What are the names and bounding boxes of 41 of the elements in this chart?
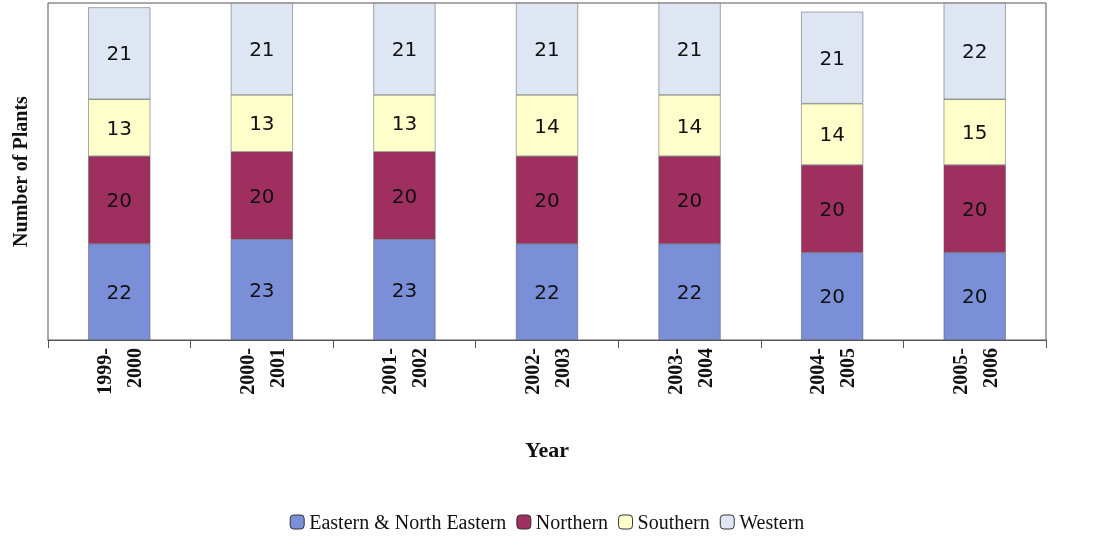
data-label: 20 [819, 284, 845, 309]
data-label: 21 [534, 36, 560, 61]
data-label: 22 [106, 279, 133, 304]
legend-label: Southern [637, 511, 710, 533]
x-tick-label: 2005-2006 [948, 348, 1001, 395]
x-tick-label: 2003-2004 [663, 348, 716, 395]
x-axis-title: Year [525, 436, 570, 462]
data-label: 13 [249, 111, 275, 136]
x-tick-label: 2000-2001 [235, 348, 288, 395]
data-label: 13 [391, 111, 418, 136]
data-label: 14 [534, 113, 560, 138]
legend-label: Northern [535, 511, 609, 533]
data-label: 20 [961, 284, 988, 309]
data-label: 20 [534, 187, 560, 212]
data-label: 20 [391, 183, 418, 208]
legend-label: Eastern & North Eastern [309, 511, 507, 533]
data-label: 23 [391, 277, 418, 302]
data-label: 21 [391, 36, 418, 61]
data-label: 22 [961, 39, 988, 64]
data-label: 21 [676, 36, 703, 61]
data-label: 21 [819, 45, 845, 70]
data-label: 22 [534, 279, 560, 304]
data-label: 13 [106, 115, 133, 140]
data-label: 20 [819, 196, 845, 221]
data-label: 15 [961, 120, 988, 145]
x-tick-label: 2001-2002 [378, 348, 431, 395]
x-tick-label: 2004-2005 [806, 348, 859, 395]
data-label: 20 [676, 187, 703, 212]
data-label: 20 [961, 196, 988, 221]
data-label: 14 [819, 122, 845, 147]
legend-label: Western [739, 511, 805, 533]
data-label: 23 [249, 277, 275, 302]
data-label: 20 [106, 187, 133, 212]
y-axis-title: Number of Plants [9, 95, 31, 247]
data-label: 14 [676, 113, 703, 138]
x-tick-label: 1999-2000 [93, 348, 146, 395]
data-label: 22 [676, 279, 703, 304]
x-tick-label: 2002-2003 [521, 348, 573, 395]
data-label: 20 [249, 183, 275, 208]
data-label: 21 [106, 41, 133, 66]
data-label: 21 [249, 36, 275, 61]
